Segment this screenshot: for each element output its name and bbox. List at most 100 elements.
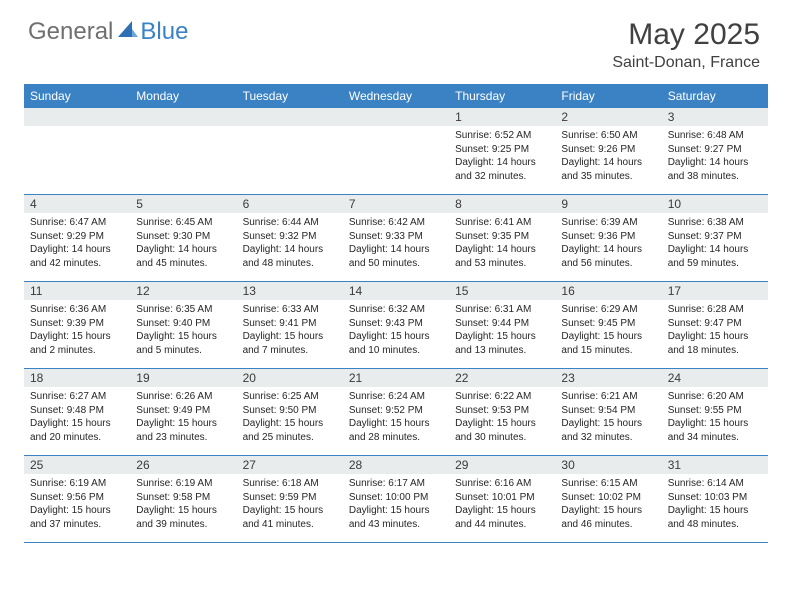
day-details: Sunrise: 6:19 AMSunset: 9:56 PMDaylight:… xyxy=(24,474,130,537)
sunset-text: Sunset: 10:03 PM xyxy=(668,491,762,505)
daylight-text: Daylight: 15 hours and 48 minutes. xyxy=(668,504,762,531)
calendar-week-row: 4Sunrise: 6:47 AMSunset: 9:29 PMDaylight… xyxy=(24,195,768,282)
daylight-text: Daylight: 14 hours and 35 minutes. xyxy=(561,156,655,183)
daylight-text: Daylight: 15 hours and 5 minutes. xyxy=(136,330,230,357)
sunset-text: Sunset: 10:01 PM xyxy=(455,491,549,505)
day-details: Sunrise: 6:21 AMSunset: 9:54 PMDaylight:… xyxy=(555,387,661,450)
day-number: 15 xyxy=(449,282,555,300)
sunset-text: Sunset: 9:27 PM xyxy=(668,143,762,157)
daylight-text: Daylight: 15 hours and 34 minutes. xyxy=(668,417,762,444)
daylight-text: Daylight: 15 hours and 39 minutes. xyxy=(136,504,230,531)
day-number: 14 xyxy=(343,282,449,300)
day-number: 23 xyxy=(555,369,661,387)
day-number xyxy=(237,108,343,126)
sunrise-text: Sunrise: 6:45 AM xyxy=(136,216,230,230)
calendar-cell: 17Sunrise: 6:28 AMSunset: 9:47 PMDayligh… xyxy=(662,282,768,368)
sunrise-text: Sunrise: 6:22 AM xyxy=(455,390,549,404)
calendar-cell: 30Sunrise: 6:15 AMSunset: 10:02 PMDaylig… xyxy=(555,456,661,542)
calendar-cell: 20Sunrise: 6:25 AMSunset: 9:50 PMDayligh… xyxy=(237,369,343,455)
day-number: 12 xyxy=(130,282,236,300)
calendar-cell: 5Sunrise: 6:45 AMSunset: 9:30 PMDaylight… xyxy=(130,195,236,281)
calendar-cell: 2Sunrise: 6:50 AMSunset: 9:26 PMDaylight… xyxy=(555,108,661,194)
sunrise-text: Sunrise: 6:44 AM xyxy=(243,216,337,230)
day-number xyxy=(24,108,130,126)
day-details: Sunrise: 6:27 AMSunset: 9:48 PMDaylight:… xyxy=(24,387,130,450)
sunset-text: Sunset: 9:25 PM xyxy=(455,143,549,157)
day-number: 7 xyxy=(343,195,449,213)
weekday-header: Monday xyxy=(130,84,236,108)
day-details: Sunrise: 6:17 AMSunset: 10:00 PMDaylight… xyxy=(343,474,449,537)
daylight-text: Daylight: 15 hours and 28 minutes. xyxy=(349,417,443,444)
daylight-text: Daylight: 14 hours and 32 minutes. xyxy=(455,156,549,183)
day-number: 28 xyxy=(343,456,449,474)
sunrise-text: Sunrise: 6:33 AM xyxy=(243,303,337,317)
sunset-text: Sunset: 9:50 PM xyxy=(243,404,337,418)
day-details: Sunrise: 6:42 AMSunset: 9:33 PMDaylight:… xyxy=(343,213,449,276)
sunrise-text: Sunrise: 6:41 AM xyxy=(455,216,549,230)
weekday-header-row: SundayMondayTuesdayWednesdayThursdayFrid… xyxy=(24,84,768,108)
daylight-text: Daylight: 15 hours and 2 minutes. xyxy=(30,330,124,357)
day-details: Sunrise: 6:28 AMSunset: 9:47 PMDaylight:… xyxy=(662,300,768,363)
day-details: Sunrise: 6:38 AMSunset: 9:37 PMDaylight:… xyxy=(662,213,768,276)
daylight-text: Daylight: 15 hours and 25 minutes. xyxy=(243,417,337,444)
daylight-text: Daylight: 15 hours and 7 minutes. xyxy=(243,330,337,357)
calendar-cell: 18Sunrise: 6:27 AMSunset: 9:48 PMDayligh… xyxy=(24,369,130,455)
day-number: 24 xyxy=(662,369,768,387)
sunset-text: Sunset: 9:52 PM xyxy=(349,404,443,418)
calendar-week-row: 18Sunrise: 6:27 AMSunset: 9:48 PMDayligh… xyxy=(24,369,768,456)
sunset-text: Sunset: 9:36 PM xyxy=(561,230,655,244)
day-number: 21 xyxy=(343,369,449,387)
sunrise-text: Sunrise: 6:50 AM xyxy=(561,129,655,143)
day-details: Sunrise: 6:52 AMSunset: 9:25 PMDaylight:… xyxy=(449,126,555,189)
sunset-text: Sunset: 9:35 PM xyxy=(455,230,549,244)
sunset-text: Sunset: 9:48 PM xyxy=(30,404,124,418)
calendar-cell: 23Sunrise: 6:21 AMSunset: 9:54 PMDayligh… xyxy=(555,369,661,455)
day-details: Sunrise: 6:33 AMSunset: 9:41 PMDaylight:… xyxy=(237,300,343,363)
calendar-cell: 1Sunrise: 6:52 AMSunset: 9:25 PMDaylight… xyxy=(449,108,555,194)
sunrise-text: Sunrise: 6:32 AM xyxy=(349,303,443,317)
sunset-text: Sunset: 9:44 PM xyxy=(455,317,549,331)
sunset-text: Sunset: 9:39 PM xyxy=(30,317,124,331)
calendar-week-row: 1Sunrise: 6:52 AMSunset: 9:25 PMDaylight… xyxy=(24,108,768,195)
daylight-text: Daylight: 14 hours and 59 minutes. xyxy=(668,243,762,270)
day-details: Sunrise: 6:32 AMSunset: 9:43 PMDaylight:… xyxy=(343,300,449,363)
calendar-cell: 29Sunrise: 6:16 AMSunset: 10:01 PMDaylig… xyxy=(449,456,555,542)
weekday-header: Friday xyxy=(555,84,661,108)
calendar-cell: 24Sunrise: 6:20 AMSunset: 9:55 PMDayligh… xyxy=(662,369,768,455)
calendar-cell: 8Sunrise: 6:41 AMSunset: 9:35 PMDaylight… xyxy=(449,195,555,281)
sunrise-text: Sunrise: 6:19 AM xyxy=(30,477,124,491)
calendar-cell: 16Sunrise: 6:29 AMSunset: 9:45 PMDayligh… xyxy=(555,282,661,368)
day-details: Sunrise: 6:31 AMSunset: 9:44 PMDaylight:… xyxy=(449,300,555,363)
day-details: Sunrise: 6:25 AMSunset: 9:50 PMDaylight:… xyxy=(237,387,343,450)
sunrise-text: Sunrise: 6:27 AM xyxy=(30,390,124,404)
calendar-cell xyxy=(24,108,130,194)
day-number: 27 xyxy=(237,456,343,474)
day-number: 2 xyxy=(555,108,661,126)
month-title: May 2025 xyxy=(612,18,760,52)
sunrise-text: Sunrise: 6:21 AM xyxy=(561,390,655,404)
day-details: Sunrise: 6:18 AMSunset: 9:59 PMDaylight:… xyxy=(237,474,343,537)
day-number: 9 xyxy=(555,195,661,213)
daylight-text: Daylight: 15 hours and 44 minutes. xyxy=(455,504,549,531)
day-number: 8 xyxy=(449,195,555,213)
sunrise-text: Sunrise: 6:35 AM xyxy=(136,303,230,317)
day-number: 26 xyxy=(130,456,236,474)
calendar-cell: 12Sunrise: 6:35 AMSunset: 9:40 PMDayligh… xyxy=(130,282,236,368)
sunrise-text: Sunrise: 6:17 AM xyxy=(349,477,443,491)
day-details: Sunrise: 6:41 AMSunset: 9:35 PMDaylight:… xyxy=(449,213,555,276)
daylight-text: Daylight: 15 hours and 20 minutes. xyxy=(30,417,124,444)
header: General Blue May 2025 Saint-Donan, Franc… xyxy=(0,0,792,80)
day-number: 20 xyxy=(237,369,343,387)
sunrise-text: Sunrise: 6:39 AM xyxy=(561,216,655,230)
day-number: 3 xyxy=(662,108,768,126)
weekday-header: Sunday xyxy=(24,84,130,108)
calendar-cell: 13Sunrise: 6:33 AMSunset: 9:41 PMDayligh… xyxy=(237,282,343,368)
day-details: Sunrise: 6:14 AMSunset: 10:03 PMDaylight… xyxy=(662,474,768,537)
weekday-header: Thursday xyxy=(449,84,555,108)
sunrise-text: Sunrise: 6:15 AM xyxy=(561,477,655,491)
calendar-cell: 31Sunrise: 6:14 AMSunset: 10:03 PMDaylig… xyxy=(662,456,768,542)
sunrise-text: Sunrise: 6:24 AM xyxy=(349,390,443,404)
day-number: 11 xyxy=(24,282,130,300)
sunrise-text: Sunrise: 6:28 AM xyxy=(668,303,762,317)
title-block: May 2025 Saint-Donan, France xyxy=(612,18,760,72)
